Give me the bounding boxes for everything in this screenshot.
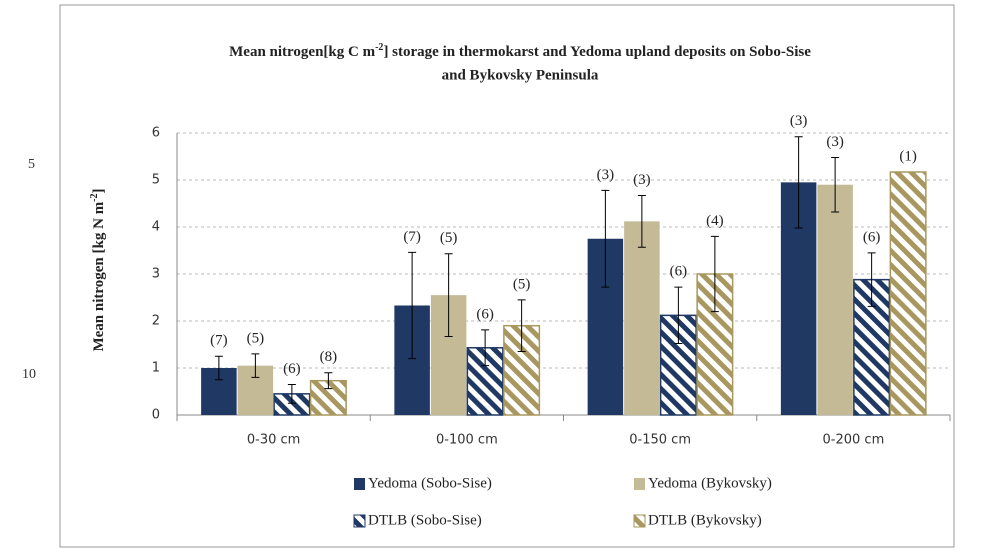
x-tick-label: 0-150 cm xyxy=(629,433,691,448)
line-number: 10 xyxy=(22,367,36,382)
error-bar xyxy=(637,195,646,248)
count-label: (4) xyxy=(706,213,724,229)
legend-label: Yedoma (Sobo-Sise) xyxy=(368,475,492,491)
count-label: (6) xyxy=(863,229,881,245)
line-number: 5 xyxy=(28,157,35,172)
x-tick-label: 0-200 cm xyxy=(823,433,885,448)
legend-swatch xyxy=(353,514,366,528)
count-label: (5) xyxy=(440,230,458,246)
y-tick-label: 5 xyxy=(152,173,160,188)
error-bar xyxy=(831,156,840,213)
error-bar xyxy=(408,251,417,360)
count-label: (6) xyxy=(670,264,688,280)
count-label: (8) xyxy=(320,349,338,365)
y-tick-label: 6 xyxy=(152,126,160,141)
count-label: (6) xyxy=(283,361,301,377)
error-bar xyxy=(214,355,223,381)
error-bar xyxy=(481,329,490,367)
count-label: (1) xyxy=(899,148,917,164)
count-label: (6) xyxy=(476,306,494,322)
chart-title: and Bykovsky Peninsula xyxy=(442,67,599,83)
error-bar xyxy=(444,253,453,338)
y-tick-label: 0 xyxy=(152,408,160,423)
legend-swatch xyxy=(634,478,645,490)
error-bar xyxy=(601,189,610,288)
error-bar xyxy=(517,299,526,353)
error-bar xyxy=(867,252,876,307)
count-label: (3) xyxy=(826,134,844,150)
legend-label: DTLB (Bykovsky) xyxy=(648,512,762,528)
count-label: (3) xyxy=(633,172,651,188)
y-tick-label: 2 xyxy=(152,314,160,329)
count-label: (3) xyxy=(597,167,615,183)
chart-frame xyxy=(59,4,955,548)
error-bar xyxy=(287,383,296,404)
error-bar xyxy=(794,136,803,229)
error-bar xyxy=(324,372,333,390)
legend-swatch xyxy=(633,514,646,528)
legend-label: Yedoma (Bykovsky) xyxy=(648,475,772,491)
chart-title: Mean nitrogen[kg C m-2] storage in therm… xyxy=(229,42,811,60)
count-label: (7) xyxy=(403,229,421,245)
bar xyxy=(889,171,927,416)
count-label: (5) xyxy=(513,276,531,292)
x-tick-label: 0-100 cm xyxy=(436,433,498,448)
error-bar xyxy=(251,353,260,378)
count-label: (5) xyxy=(247,330,265,346)
x-tick-label: 0-30 cm xyxy=(247,433,300,448)
legend-swatch xyxy=(354,478,365,490)
bar xyxy=(624,221,660,415)
y-axis-label: Mean nitrogen [kg N m-2] xyxy=(89,188,107,351)
bar xyxy=(817,184,853,415)
y-tick-label: 4 xyxy=(152,220,160,235)
error-bar xyxy=(710,235,719,313)
count-label: (7) xyxy=(210,333,228,349)
legend-label: DTLB (Sobo-Sise) xyxy=(368,512,482,528)
y-tick-label: 3 xyxy=(152,267,160,282)
y-tick-label: 1 xyxy=(152,361,160,376)
error-bar xyxy=(674,286,683,345)
count-label: (3) xyxy=(790,113,808,129)
